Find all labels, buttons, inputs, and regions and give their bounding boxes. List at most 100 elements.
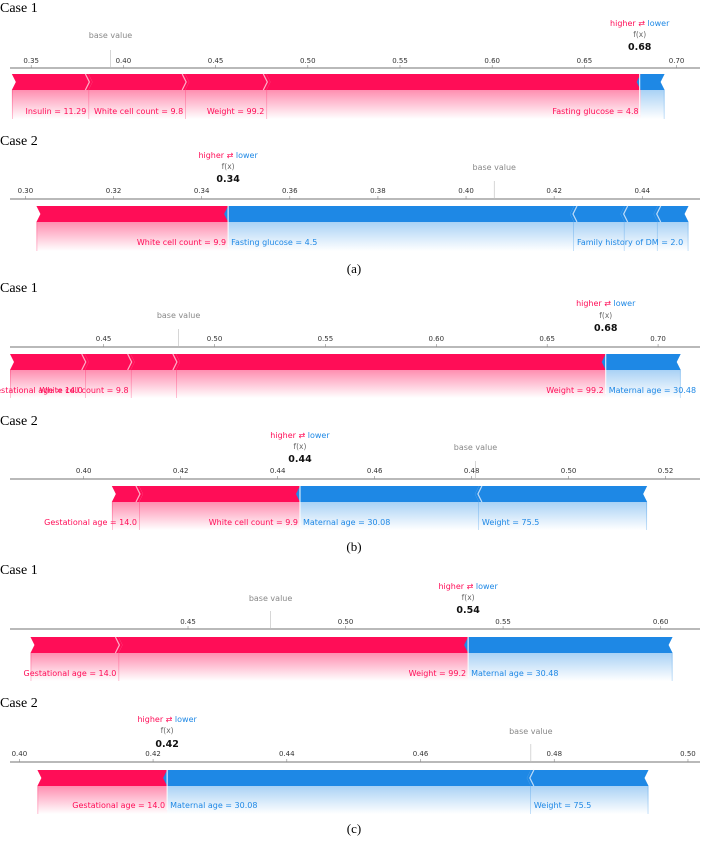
force-plot-3: Case 1 0.45 0.50 0.55 0.60 0.65 0.70 base value… [0, 281, 700, 398]
negative-segment-shade [605, 370, 681, 398]
positive-feature-label: Gestational age = 14.0 [44, 518, 137, 527]
positive-feature-label: Gestational age = 14.0 [24, 669, 117, 678]
x-tick-label: 0.45 [208, 57, 224, 65]
positive-segment-shade [130, 370, 176, 398]
positive-segment-shade [36, 222, 229, 251]
negative-segment [474, 486, 648, 502]
negative-segment-shade [573, 222, 625, 251]
x-tick-label: 0.60 [484, 57, 500, 65]
lower-label: lower [473, 582, 498, 591]
positive-feature-label: White cell count = 9.9 [137, 238, 226, 247]
negative-segment [295, 486, 479, 502]
x-tick-label: 0.40 [76, 467, 92, 475]
negative-feature-label: Weight = 75.5 [482, 518, 539, 527]
negative-segment [464, 637, 673, 653]
positive-feature-label: Gestational age = 14.0 [72, 801, 165, 810]
lower-label: lower [645, 19, 670, 28]
x-tick-label: 0.48 [546, 750, 562, 758]
positive-feature-label: Weight = 99.2 [546, 386, 603, 395]
x-tick-label: 0.42 [546, 187, 562, 195]
higher-lower-legend: higher ⇄ lower [576, 299, 636, 308]
negative-segment-shade [228, 222, 574, 251]
negative-segment [526, 770, 649, 786]
swap-arrow-icon: ⇄ [166, 715, 173, 724]
higher-label: higher [198, 151, 226, 160]
x-tick-label: 0.35 [23, 57, 39, 65]
segment-separator [114, 636, 121, 654]
lower-label: lower [233, 151, 258, 160]
positive-feature-label: Gestational age = 14.0 [0, 386, 83, 395]
segment-separator [135, 485, 141, 503]
positive-segment [111, 486, 143, 502]
positive-segment-shade [185, 90, 267, 119]
x-tick-label: 0.70 [669, 57, 685, 65]
x-tick-label: 0.42 [173, 467, 189, 475]
segment-separator [656, 205, 662, 223]
negative-segment [653, 206, 689, 222]
x-tick-label: 0.70 [650, 335, 666, 343]
x-tick-label: 0.34 [194, 187, 210, 195]
panel-caption: (b) [346, 539, 361, 554]
negative-segment [601, 354, 681, 370]
x-tick-label: 0.38 [370, 187, 386, 195]
x-tick-label: 0.45 [180, 618, 196, 626]
negative-segment-shade [624, 222, 658, 251]
higher-lower-legend: higher ⇄ lower [610, 19, 670, 28]
fx-value: 0.34 [216, 174, 240, 185]
x-tick-label: 0.40 [12, 750, 28, 758]
segment-separator [181, 73, 187, 91]
fx-value: 0.68 [594, 323, 618, 334]
base-value-label: base value [472, 163, 516, 172]
lower-label: lower [172, 715, 197, 724]
higher-lower-legend: higher ⇄ lower [438, 582, 498, 591]
positive-segment-shade [84, 370, 131, 398]
x-tick-label: 0.45 [96, 335, 112, 343]
lower-label: lower [611, 299, 636, 308]
swap-arrow-icon: ⇄ [604, 299, 611, 308]
x-tick-label: 0.44 [634, 187, 650, 195]
positive-segment-shade [266, 90, 641, 119]
higher-label: higher [137, 715, 165, 724]
positive-segment-shade [88, 90, 186, 119]
negative-segment-shade [530, 786, 649, 814]
negative-feature-label: Maternal age = 30.48 [609, 386, 696, 395]
case-title: Case 2 [0, 696, 38, 711]
higher-label: higher [270, 431, 298, 440]
positive-segment [30, 637, 123, 653]
segment-separator [529, 769, 535, 787]
segment-separator [172, 353, 178, 371]
segment-separator [572, 205, 578, 223]
swap-arrow-icon: ⇄ [299, 431, 306, 440]
negative-segment [569, 206, 625, 222]
positive-segment-shade [138, 502, 300, 530]
x-tick-label: 0.40 [458, 187, 474, 195]
x-tick-label: 0.50 [207, 335, 223, 343]
negative-feature-label: Weight = 75.5 [534, 801, 591, 810]
force-plot-2: Case 2 0.30 0.32 0.34 0.36 0.38 0.40 0.42 0.44 ba… [0, 134, 700, 251]
positive-feature-label: White cell count = 9.9 [209, 518, 298, 527]
swap-arrow-icon: ⇄ [638, 19, 645, 28]
case-title: Case 1 [0, 1, 38, 16]
positive-feature-label: White cell count = 9.8 [94, 107, 183, 116]
fx-label: f(x) [599, 311, 612, 320]
panel-caption: (c) [347, 821, 361, 836]
segment-separator [127, 353, 133, 371]
segment-separator [477, 485, 483, 503]
negative-feature-label: Maternal age = 30.48 [471, 669, 558, 678]
positive-feature-label: White cell count = 9.8 [39, 386, 128, 395]
force-plot-5: Case 1 0.45 0.50 0.55 0.60 base value higher ⇄… [0, 563, 700, 681]
x-tick-label: 0.65 [539, 335, 555, 343]
x-tick-label: 0.60 [428, 335, 444, 343]
x-tick-label: 0.55 [495, 618, 511, 626]
positive-feature-label: Weight = 99.2 [409, 669, 466, 678]
fx-value: 0.54 [456, 605, 480, 616]
negative-feature-label: Maternal age = 30.08 [303, 518, 390, 527]
x-tick-label: 0.44 [279, 750, 295, 758]
positive-segment [175, 354, 610, 370]
lower-label: lower [305, 431, 330, 440]
negative-segment-shade [299, 502, 479, 530]
positive-segment-shade [30, 653, 119, 681]
negative-segment-shade [468, 653, 673, 681]
positive-segment-shade [37, 786, 168, 814]
